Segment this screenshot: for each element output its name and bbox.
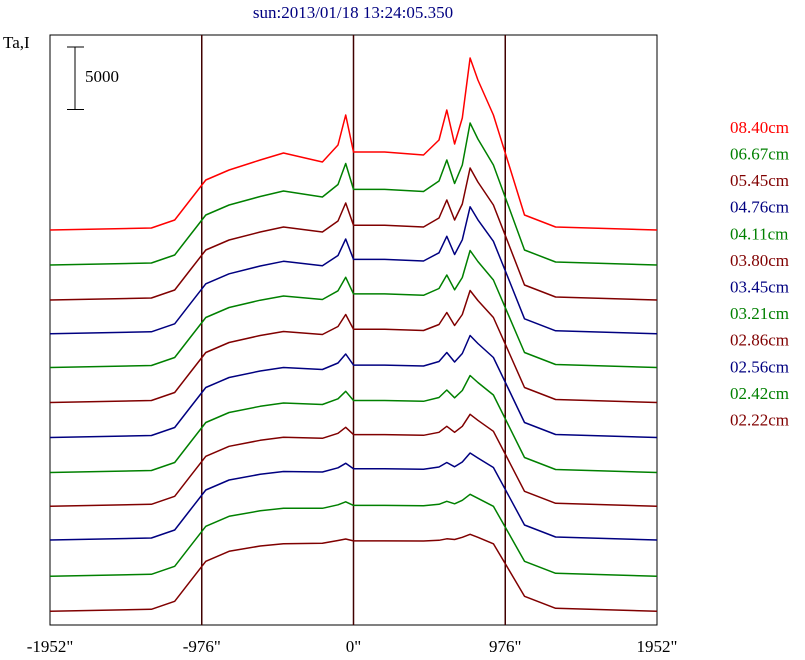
legend-entry: 02.56cm [730, 357, 789, 376]
chart-title: sun:2013/01/18 13:24:05.350 [253, 3, 453, 22]
legend-entry: 02.42cm [730, 384, 789, 403]
legend-entry: 03.80cm [730, 251, 789, 270]
x-tick-label: 0" [346, 637, 361, 656]
legend-entry: 02.22cm [730, 411, 789, 430]
x-tick-label: -976" [183, 637, 221, 656]
legend-entry: 03.45cm [730, 278, 789, 297]
y-axis-label: Ta,I [3, 33, 30, 52]
series-line [49, 533, 658, 613]
x-tick-label: -1952" [27, 637, 74, 656]
series-line [49, 122, 658, 266]
legend-entry: 04.11cm [730, 224, 788, 243]
series-line [49, 452, 658, 541]
series-line [49, 493, 658, 578]
scale-bar-label: 5000 [85, 67, 119, 86]
series-line [49, 413, 658, 508]
series-line [49, 334, 658, 439]
legend-entry: 04.76cm [730, 198, 789, 217]
legend-entry: 05.45cm [730, 171, 789, 190]
legend-entry: 08.40cm [730, 118, 789, 137]
series-line [49, 57, 658, 231]
legend-entry: 02.86cm [730, 331, 789, 350]
series-line [49, 167, 658, 301]
legend-entry: 06.67cm [730, 145, 789, 164]
series-line [49, 374, 658, 474]
series-line [49, 206, 658, 335]
series-line [49, 289, 658, 404]
x-tick-label: 1952" [637, 637, 678, 656]
legend-entry: 03.21cm [730, 304, 789, 323]
x-tick-label: 976" [489, 637, 521, 656]
series-line [49, 249, 658, 369]
